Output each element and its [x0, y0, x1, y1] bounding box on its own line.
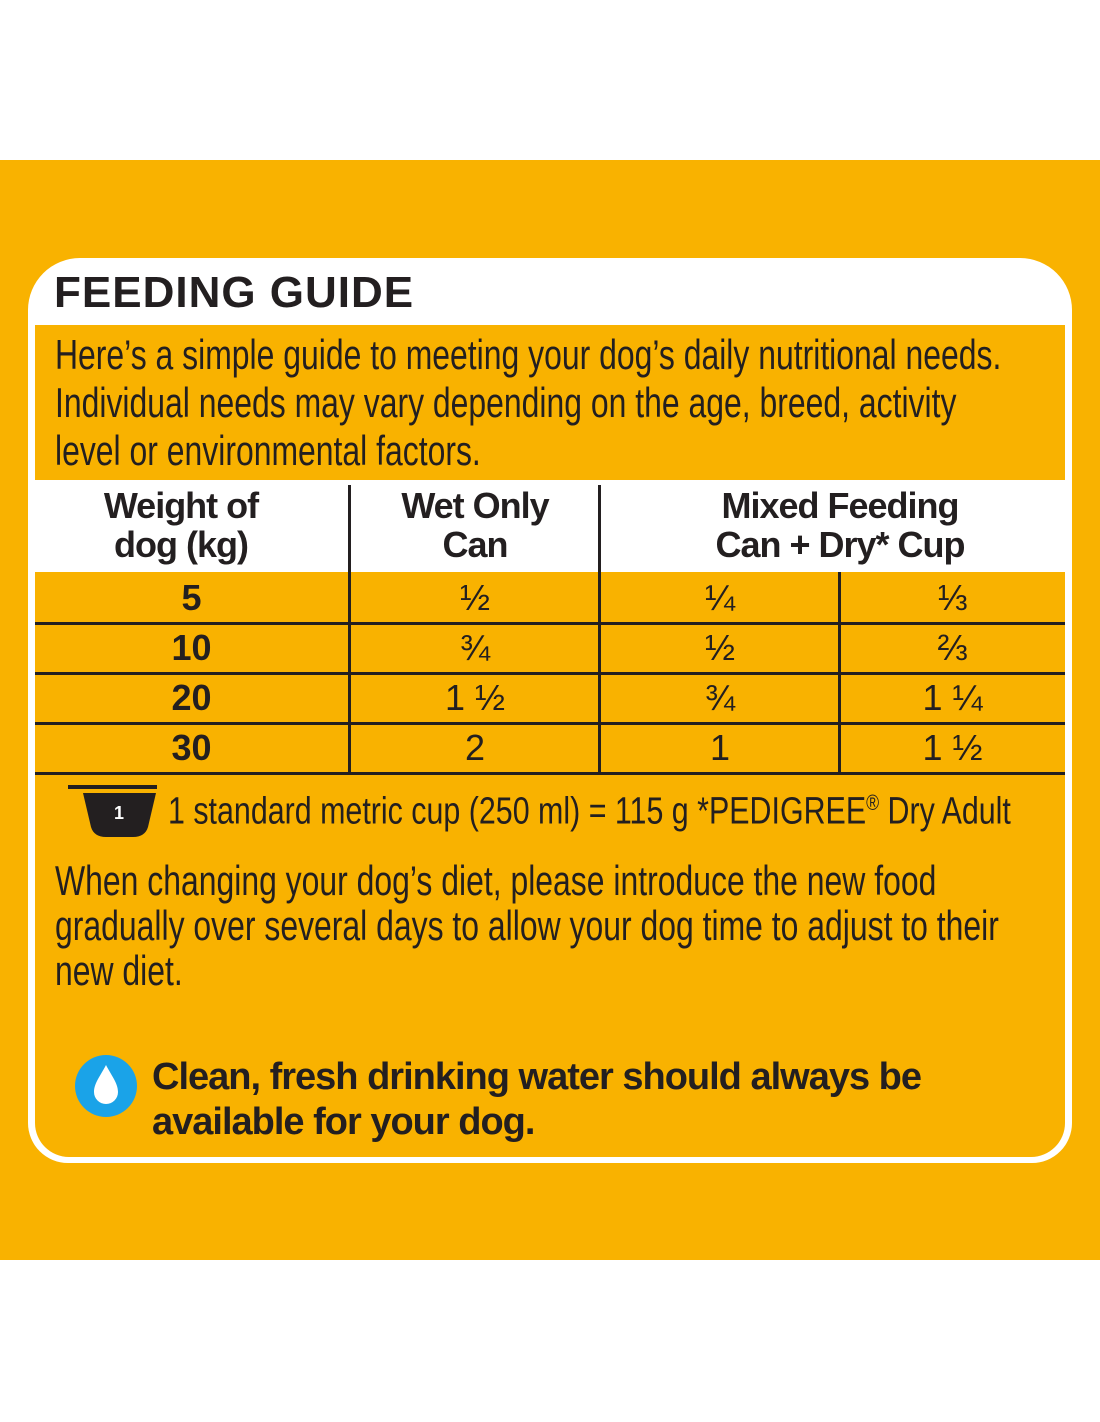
panel-body [35, 325, 1065, 1157]
table-cell-wet: 2 [464, 727, 486, 768]
diet-line: When changing your dog’s diet, please in… [55, 857, 937, 904]
column-divider [348, 485, 351, 775]
table-cell-wet: ¾ [459, 627, 491, 668]
table-cell-wet: ½ [459, 577, 491, 618]
water-drop-icon [75, 1055, 137, 1122]
header-mixed-feeding: Mixed Feeding Can + Dry* Cup [600, 486, 1080, 564]
header-wet-only: Wet Only Can [350, 486, 600, 564]
registered-mark: ® [866, 790, 880, 815]
table-cell-wet: 1 ½ [444, 677, 506, 718]
cup-note-text: Dry Adult [879, 790, 1011, 833]
row-divider [35, 622, 1065, 625]
water-note: Clean, fresh drinking water should alway… [152, 1055, 922, 1145]
diet-line: new diet. [55, 947, 183, 994]
table-cell-mixed-can: 1 [709, 727, 731, 768]
header-weight: Weight of dog (kg) [35, 486, 327, 564]
header-line: Mixed Feeding [721, 485, 959, 526]
table-cell-mixed-cup: 1 ½ [922, 727, 983, 768]
intro-line: Individual needs may vary depending on t… [55, 379, 957, 426]
column-divider [598, 485, 601, 775]
table-cell-mixed-can: ¾ [704, 677, 736, 718]
diet-change-note: When changing your dog’s diet, please in… [55, 858, 999, 993]
intro-line: level or environmental factors. [55, 427, 481, 474]
table-cell-weight: 30 [171, 727, 212, 768]
table-cell-mixed-cup: 1 ¼ [922, 677, 983, 718]
row-divider [35, 672, 1065, 675]
header-line: dog (kg) [114, 524, 249, 565]
cup-measure-note: 1 standard metric cup (250 ml) = 115 g *… [168, 790, 1011, 834]
row-divider [35, 722, 1065, 725]
header-line: Weight of [103, 485, 259, 526]
table-cell-mixed-can: ½ [704, 627, 736, 668]
intro-line: Here’s a simple guide to meeting your do… [55, 331, 1002, 378]
table-cell-mixed-cup: ⅓ [937, 577, 968, 618]
diet-line: gradually over several days to allow you… [55, 902, 999, 949]
table-header [35, 480, 1065, 572]
cup-note-text: 1 standard metric cup (250 ml) = 115 g *… [168, 790, 867, 833]
water-line: Clean, fresh drinking water should alway… [152, 1056, 922, 1098]
row-divider [35, 772, 1065, 775]
table-cell-mixed-can: ¼ [704, 577, 736, 618]
page-title: FEEDING GUIDE [54, 268, 415, 317]
table-cell-weight: 5 [181, 577, 202, 618]
svg-text:1: 1 [114, 803, 124, 823]
header-line: Wet Only [401, 485, 549, 526]
cup-icon: 1 [68, 785, 160, 846]
table-cell-weight: 10 [171, 627, 212, 668]
header-line: Can + Dry* Cup [715, 524, 965, 565]
water-line: available for your dog. [152, 1101, 535, 1143]
table-cell-weight: 20 [171, 677, 212, 718]
intro-text: Here’s a simple guide to meeting your do… [55, 331, 1001, 475]
table-cell-mixed-cup: ⅔ [937, 627, 968, 668]
header-line: Can [442, 524, 508, 565]
